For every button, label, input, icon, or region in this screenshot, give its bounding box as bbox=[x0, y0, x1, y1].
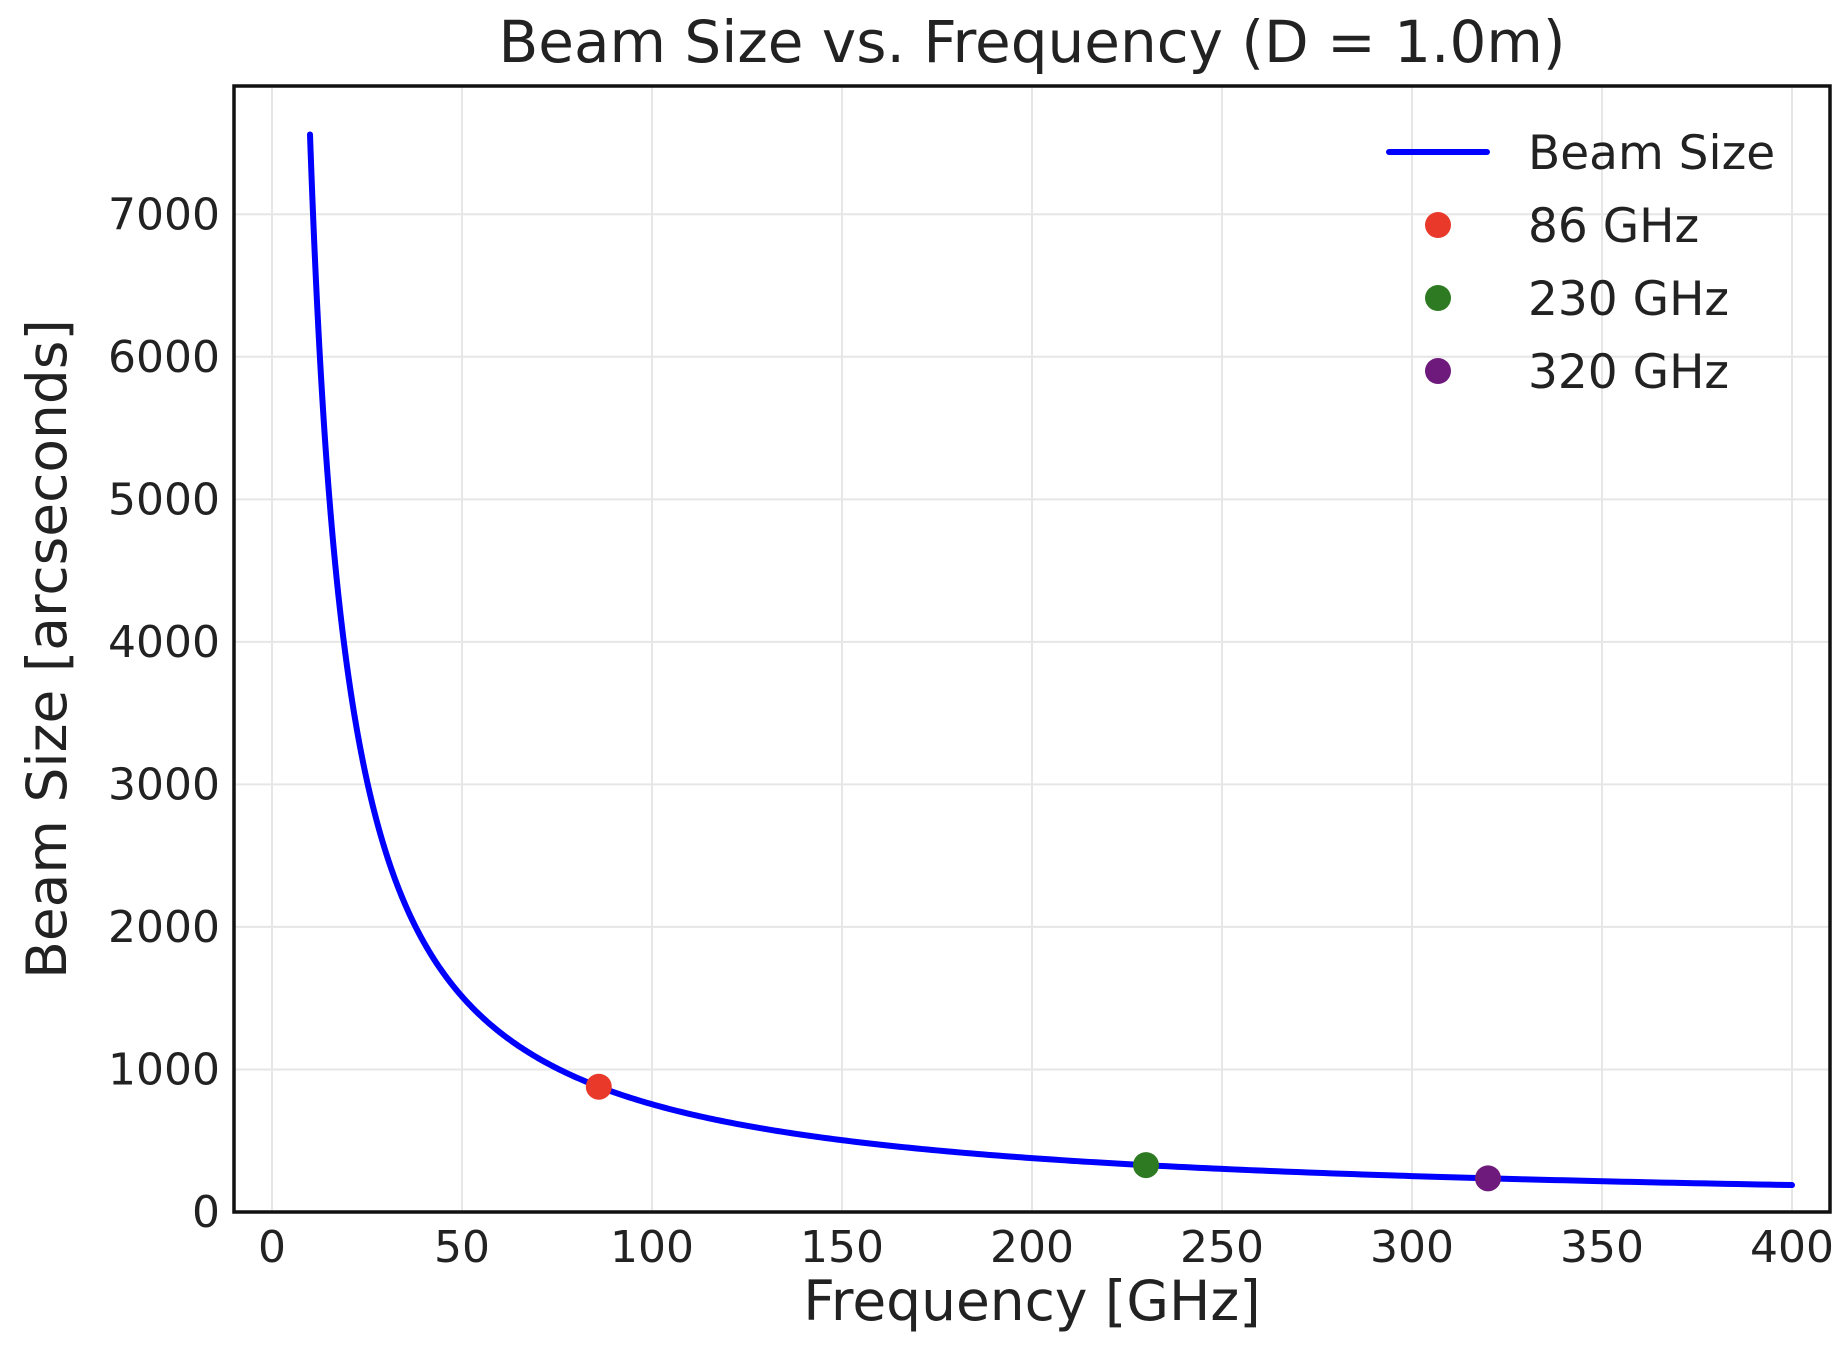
x-tick-label: 300 bbox=[1370, 1222, 1454, 1273]
chart-title: Beam Size vs. Frequency (D = 1.0m) bbox=[498, 8, 1565, 76]
y-tick-label: 5000 bbox=[108, 474, 220, 525]
y-tick-label: 1000 bbox=[108, 1044, 220, 1095]
x-tick-label: 100 bbox=[610, 1222, 694, 1273]
x-tick-label: 150 bbox=[800, 1222, 884, 1273]
y-tick-label: 0 bbox=[192, 1187, 220, 1238]
plot-frame bbox=[232, 84, 1832, 1214]
x-tick-label: 250 bbox=[1180, 1222, 1264, 1273]
legend-label-230-ghz: 230 GHz bbox=[1528, 272, 1729, 327]
beam-size-series-line bbox=[307, 131, 1795, 1189]
marker-86-ghz bbox=[585, 1073, 612, 1100]
x-axis-label: Frequency [GHz] bbox=[803, 1269, 1260, 1333]
x-tick-label: 0 bbox=[258, 1222, 286, 1273]
x-tick-label: 50 bbox=[434, 1222, 490, 1273]
x-tick-label: 200 bbox=[990, 1222, 1074, 1273]
y-axis: 0 1000 2000 3000 4000 5000 6000 7000 bbox=[108, 189, 220, 1238]
y-axis-label: Beam Size [arcseconds] bbox=[15, 319, 79, 979]
y-tick-label: 4000 bbox=[108, 617, 220, 668]
y-tick-label: 7000 bbox=[108, 189, 220, 240]
legend-label-86-ghz: 86 GHz bbox=[1528, 199, 1699, 254]
x-tick-label: 400 bbox=[1750, 1222, 1834, 1273]
y-tick-label: 3000 bbox=[108, 759, 220, 810]
y-tick-label: 6000 bbox=[108, 332, 220, 383]
marker-320-ghz bbox=[1475, 1165, 1501, 1192]
marker-230-ghz bbox=[1133, 1152, 1159, 1179]
legend-swatch-230-ghz bbox=[1425, 285, 1451, 311]
legend-label-320-ghz: 320 GHz bbox=[1528, 345, 1729, 400]
grid bbox=[234, 86, 1830, 1213]
legend-swatch-86-ghz bbox=[1425, 212, 1451, 238]
x-axis: 0 50 100 150 200 250 300 350 400 bbox=[258, 1222, 1834, 1273]
x-tick-label: 350 bbox=[1560, 1222, 1644, 1273]
plot-area bbox=[307, 131, 1795, 1192]
legend-swatch-320-ghz bbox=[1425, 358, 1451, 384]
legend-label-beam-size: Beam Size bbox=[1528, 126, 1775, 181]
y-tick-label: 2000 bbox=[108, 902, 220, 953]
legend: Beam Size 86 GHz 230 GHz 320 GHz bbox=[1386, 126, 1775, 400]
